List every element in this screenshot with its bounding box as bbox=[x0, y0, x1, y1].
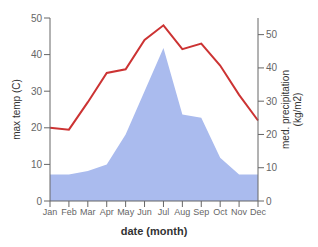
svg-text:20: 20 bbox=[266, 129, 278, 140]
svg-text:10: 10 bbox=[31, 159, 43, 170]
svg-text:Jan: Jan bbox=[43, 207, 58, 217]
svg-text:med. precipitation(kg/m2): med. precipitation(kg/m2) bbox=[280, 70, 303, 149]
svg-text:50: 50 bbox=[266, 29, 278, 40]
svg-text:Oct: Oct bbox=[213, 207, 228, 217]
svg-text:Feb: Feb bbox=[61, 207, 77, 217]
svg-text:Mar: Mar bbox=[80, 207, 96, 217]
svg-text:30: 30 bbox=[31, 86, 43, 97]
svg-text:Jul: Jul bbox=[158, 207, 170, 217]
svg-text:Dec: Dec bbox=[250, 207, 267, 217]
svg-text:Aug: Aug bbox=[174, 207, 190, 217]
svg-text:50: 50 bbox=[31, 13, 43, 24]
svg-text:Apr: Apr bbox=[100, 207, 114, 217]
svg-text:date (month): date (month) bbox=[121, 225, 188, 237]
svg-text:May: May bbox=[117, 207, 135, 217]
svg-text:Jun: Jun bbox=[137, 207, 152, 217]
svg-text:0: 0 bbox=[36, 196, 42, 207]
svg-text:20: 20 bbox=[31, 122, 43, 133]
svg-text:40: 40 bbox=[31, 49, 43, 60]
svg-text:40: 40 bbox=[266, 62, 278, 73]
svg-text:max temp (C): max temp (C) bbox=[11, 79, 22, 140]
svg-text:Nov: Nov bbox=[231, 207, 248, 217]
svg-text:Sep: Sep bbox=[193, 207, 209, 217]
svg-text:0: 0 bbox=[266, 196, 272, 207]
svg-text:30: 30 bbox=[266, 96, 278, 107]
svg-text:10: 10 bbox=[266, 162, 278, 173]
